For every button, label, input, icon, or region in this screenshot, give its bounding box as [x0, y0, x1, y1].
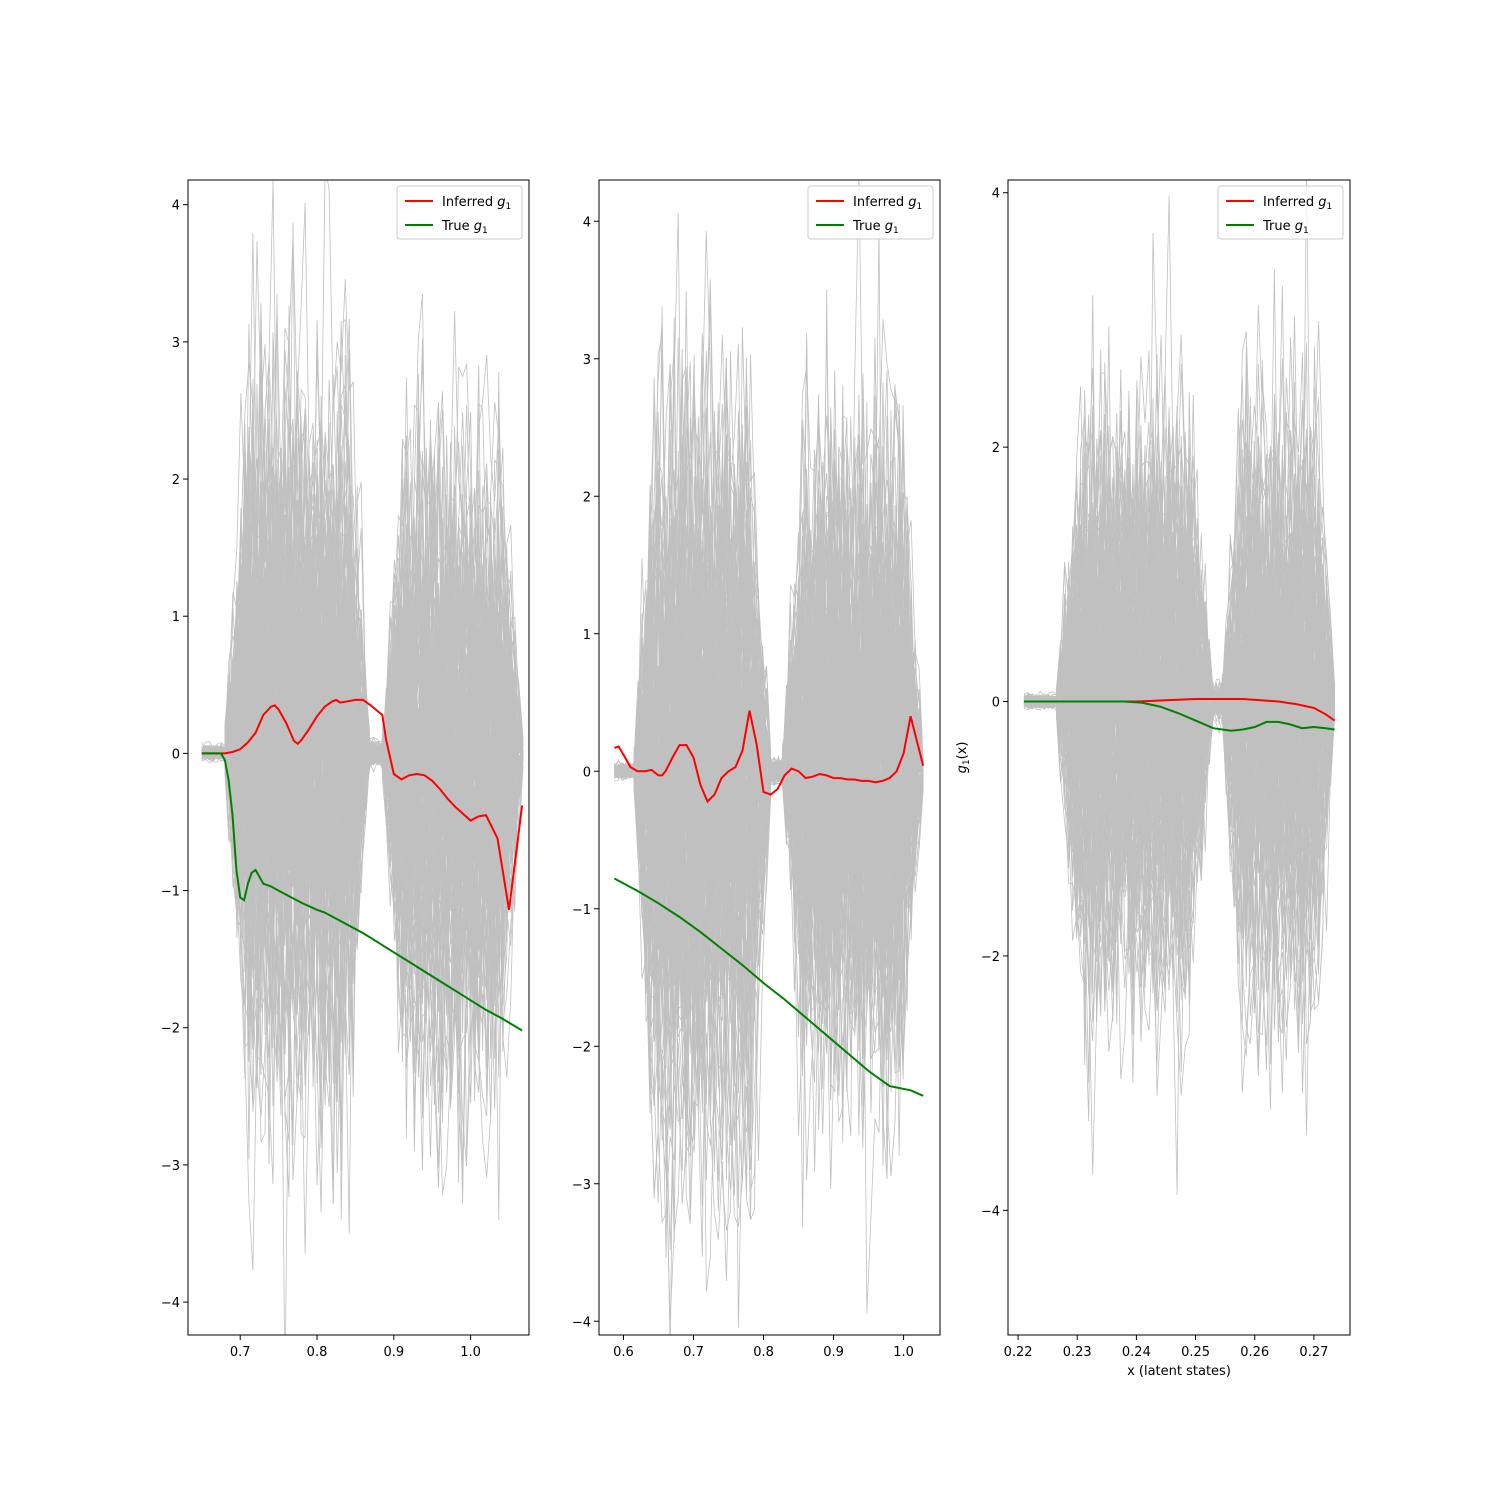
sample-curve — [1023, 398, 1335, 1136]
legend: Inferred g1 True g1 — [396, 185, 523, 240]
sample-curve — [1023, 334, 1335, 830]
y-tick-label: −1 — [572, 903, 591, 918]
true-g1-line — [201, 752, 523, 1032]
sample-curve — [1023, 450, 1335, 875]
x-tick-label: 0.8 — [307, 1345, 328, 1360]
legend-true-label: True g1 — [852, 219, 899, 236]
y-tick-label: −2 — [981, 950, 1000, 965]
y-tick-label: 1 — [583, 628, 591, 643]
inferred-g1-line — [614, 710, 925, 804]
x-tick-label: 0.9 — [383, 1345, 404, 1360]
x-tick-label: 1.0 — [893, 1345, 914, 1360]
y-tick-label: 2 — [583, 490, 591, 505]
x-tick-label: 0.24 — [1122, 1345, 1151, 1360]
legend-true-label: True g1 — [441, 219, 488, 236]
sample-curve — [201, 656, 524, 1106]
y-tick-label: −4 — [161, 1296, 180, 1311]
legend-true-label: True g1 — [1262, 219, 1309, 236]
legend-inferred-label: Inferred g1 — [853, 195, 922, 212]
panel-2: 0.6 0.7 0.8 0.9 1.0 4 3 2 1 0 −1 −2 −3 −4 Inferred g1 T… — [572, 179, 941, 1360]
y-tick-label: 0 — [172, 747, 180, 762]
sample-curve — [1023, 553, 1335, 1069]
legend-inferred-label: Inferred g1 — [442, 195, 511, 212]
sample-curve — [201, 378, 524, 880]
y-axis-label: g1(x) — [955, 742, 972, 774]
sample-curve — [1023, 512, 1335, 1073]
y-tick-label: −3 — [572, 1178, 591, 1193]
legend: Inferred g1 True g1 — [1217, 185, 1344, 240]
y-tick-label: 2 — [992, 441, 1000, 456]
true-g1-line — [1024, 700, 1335, 732]
sample-curve — [1023, 358, 1335, 879]
y-tick-label: −2 — [161, 1022, 180, 1037]
y-tick-label: −1 — [161, 885, 180, 900]
y-tick-label: 2 — [172, 473, 180, 488]
panel-1: 0.7 0.8 0.9 1.0 4 3 2 1 0 −1 −2 −3 −4 Inferred g1 True… — [161, 179, 530, 1360]
x-tick-label: 0.9 — [823, 1345, 844, 1360]
axes-frame — [187, 179, 530, 1336]
sample-curve — [1023, 430, 1335, 1065]
sample-curve — [1023, 440, 1335, 1122]
y-tick-label: −4 — [572, 1315, 591, 1330]
axes-frame — [1007, 179, 1351, 1336]
sample-curve — [201, 447, 524, 961]
x-tick-label: 0.7 — [230, 1345, 251, 1360]
x-tick-label: 1.0 — [460, 1345, 481, 1360]
x-tick-label: 0.25 — [1181, 1345, 1210, 1360]
y-tick-label: 1 — [172, 610, 180, 625]
axes-frame — [598, 179, 941, 1336]
x-tick-label: 0.27 — [1299, 1345, 1328, 1360]
y-tick-label: −3 — [161, 1159, 180, 1174]
y-tick-label: 0 — [583, 765, 591, 780]
y-tick-label: 0 — [992, 696, 1000, 711]
legend: Inferred g1 True g1 — [807, 185, 934, 240]
sample-curves — [614, 180, 924, 1335]
y-tick-label: −2 — [572, 1040, 591, 1055]
y-tick-label: 4 — [172, 199, 180, 214]
sample-curve — [1023, 576, 1335, 1010]
y-tick-label: −4 — [981, 1204, 1000, 1219]
sample-curve — [614, 384, 924, 1053]
legend-inferred-label: Inferred g1 — [1263, 195, 1332, 212]
sample-curves — [1023, 180, 1335, 1196]
x-tick-label: 0.26 — [1240, 1345, 1269, 1360]
y-tick-label: 4 — [583, 215, 591, 230]
sample-curves — [201, 180, 524, 1335]
sample-curve — [1023, 436, 1335, 912]
sample-curve — [614, 329, 924, 943]
sample-curve — [1023, 563, 1335, 981]
sample-curve — [614, 421, 924, 1282]
sample-curve — [201, 370, 524, 924]
x-tick-label: 0.22 — [1004, 1345, 1033, 1360]
x-tick-label: 0.23 — [1063, 1345, 1092, 1360]
x-tick-label: 0.7 — [683, 1345, 704, 1360]
y-tick-label: 4 — [992, 187, 1000, 202]
true-g1-line — [613, 877, 924, 1097]
sample-curve — [201, 333, 524, 797]
x-axis-label: x (latent states) — [1127, 1364, 1231, 1379]
y-tick-label: 3 — [172, 336, 180, 351]
sample-curve — [201, 318, 524, 1043]
panel-3: 0.22 0.23 0.24 0.25 0.26 0.27 4 2 0 −2 −4 x (latent… — [955, 179, 1351, 1379]
sample-curve — [1023, 269, 1335, 871]
inferred-g1-line — [201, 698, 524, 910]
y-tick-label: 3 — [583, 353, 591, 368]
x-tick-label: 0.6 — [613, 1345, 634, 1360]
x-tick-label: 0.8 — [753, 1345, 774, 1360]
